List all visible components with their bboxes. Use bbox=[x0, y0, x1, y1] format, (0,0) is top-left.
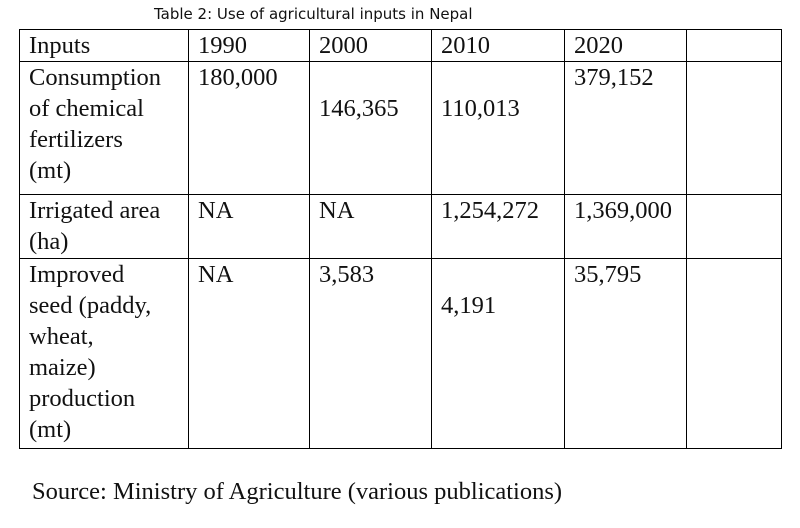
cell-irrigated-2000: NA bbox=[309, 194, 432, 259]
table-row: Consumption of chemical fertilizers (mt)… bbox=[19, 61, 782, 195]
label-line: wheat, bbox=[29, 323, 94, 350]
label-line: production bbox=[29, 385, 136, 412]
cell-value: 1,254,272 bbox=[441, 197, 539, 224]
label-line: of chemical bbox=[29, 95, 144, 122]
label-line: maize) bbox=[29, 354, 96, 381]
table-caption: Table 2: Use of agricultural inputs in N… bbox=[154, 5, 473, 23]
header-2010: 2010 bbox=[431, 29, 565, 62]
cell-value: NA bbox=[198, 197, 234, 224]
source-note: Source: Ministry of Agriculture (various… bbox=[32, 478, 563, 505]
label-line: (ha) bbox=[29, 228, 69, 255]
header-1990: 1990 bbox=[188, 29, 310, 62]
cell-seed-2000: 3,583 bbox=[309, 258, 432, 449]
table-row: Irrigated area (ha) NA NA 1,254,272 1,36… bbox=[19, 194, 782, 259]
label-line: (mt) bbox=[29, 416, 72, 443]
label-line: seed (paddy, bbox=[29, 292, 152, 319]
header-2000: 2000 bbox=[309, 29, 432, 62]
label-line: Irrigated area bbox=[29, 197, 161, 224]
cell-seed-empty bbox=[686, 258, 782, 449]
cell-value: 110,013 bbox=[441, 95, 520, 122]
cell-value: 3,583 bbox=[319, 261, 375, 288]
cell-fertilizers-empty bbox=[686, 61, 782, 195]
row-label-irrigated-area: Irrigated area (ha) bbox=[19, 194, 189, 259]
cell-irrigated-empty bbox=[686, 194, 782, 259]
table-header-row: Inputs 1990 2000 2010 2020 bbox=[19, 29, 782, 62]
header-empty bbox=[686, 29, 782, 62]
row-label-improved-seed: Improved seed (paddy, wheat, maize) prod… bbox=[19, 258, 189, 449]
label-line: Consumption bbox=[29, 64, 162, 91]
label-line: Improved bbox=[29, 261, 125, 288]
cell-irrigated-1990: NA bbox=[188, 194, 310, 259]
table-row: Improved seed (paddy, wheat, maize) prod… bbox=[19, 258, 782, 449]
cell-value: 379,152 bbox=[574, 64, 654, 91]
cell-seed-2010: 4,191 bbox=[431, 258, 565, 449]
cell-irrigated-2010: 1,254,272 bbox=[431, 194, 565, 259]
label-line: (mt) bbox=[29, 157, 72, 184]
agricultural-inputs-table: Inputs 1990 2000 2010 2020 Consumption o… bbox=[19, 29, 782, 449]
cell-value: NA bbox=[198, 261, 234, 288]
cell-seed-1990: NA bbox=[188, 258, 310, 449]
cell-fertilizers-2020: 379,152 bbox=[564, 61, 687, 195]
cell-fertilizers-2010: 110,013 bbox=[431, 61, 565, 195]
row-label-chemical-fertilizers: Consumption of chemical fertilizers (mt) bbox=[19, 61, 189, 195]
cell-irrigated-2020: 1,369,000 bbox=[564, 194, 687, 259]
cell-value: NA bbox=[319, 197, 355, 224]
cell-value: 1,369,000 bbox=[574, 197, 672, 224]
label-line: fertilizers bbox=[29, 126, 123, 153]
header-inputs: Inputs bbox=[19, 29, 189, 62]
cell-fertilizers-2000: 146,365 bbox=[309, 61, 432, 195]
cell-fertilizers-1990: 180,000 bbox=[188, 61, 310, 195]
cell-value: 4,191 bbox=[441, 292, 497, 319]
cell-seed-2020: 35,795 bbox=[564, 258, 687, 449]
header-2020: 2020 bbox=[564, 29, 687, 62]
cell-value: 180,000 bbox=[198, 64, 278, 91]
cell-value: 146,365 bbox=[319, 95, 399, 122]
cell-value: 35,795 bbox=[574, 261, 642, 288]
